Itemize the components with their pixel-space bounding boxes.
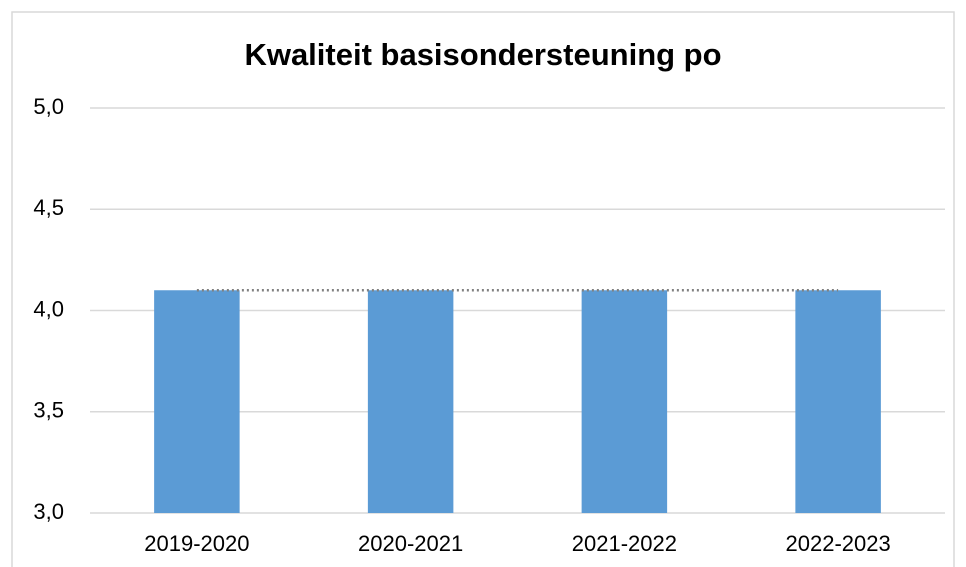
x-tick-label: 2020-2021 — [358, 531, 463, 556]
y-tick-label: 3,0 — [33, 499, 64, 524]
y-tick-label: 3,5 — [33, 398, 64, 423]
chart-title: Kwaliteit basisondersteuning po — [244, 37, 721, 72]
bar — [154, 290, 240, 513]
x-tick-label: 2021-2022 — [572, 531, 677, 556]
y-tick-label: 4,0 — [33, 296, 64, 321]
bar — [367, 290, 454, 513]
y-tick-label: 4,5 — [33, 195, 64, 220]
y-tick-label: 5,0 — [33, 94, 64, 119]
x-tick-label: 2019-2020 — [144, 531, 249, 556]
bar — [795, 290, 881, 513]
x-tick-label: 2022-2023 — [786, 531, 891, 556]
bar — [581, 290, 668, 513]
